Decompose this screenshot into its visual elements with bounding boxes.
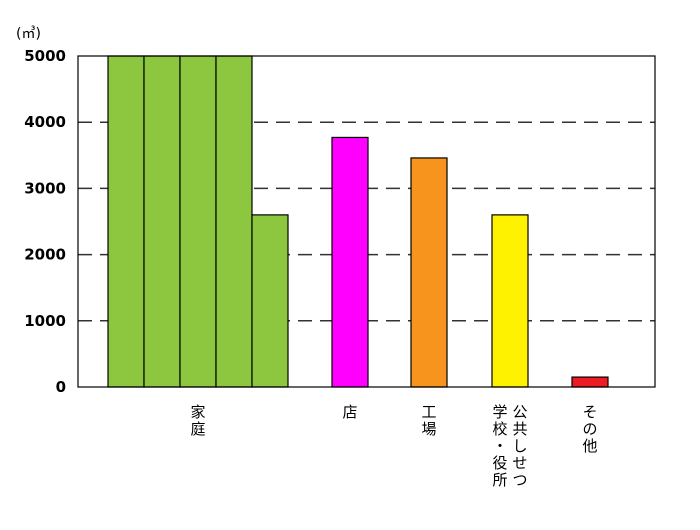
category-label-text: 学校・役所 [492,403,507,489]
y-tick-label: 5000 [24,47,66,65]
category-label-text: 公共しせつ [512,403,527,489]
bar-0-0 [107,55,145,388]
category-label-1: 店 [342,403,357,421]
bars [107,55,609,388]
y-tick-label: 4000 [24,113,66,131]
bar-4-0 [571,376,609,388]
bar-0-2 [179,55,217,388]
y-axis-unit-label: (㎥) [16,26,41,42]
y-axis-ticks: 0 1000 2000 3000 4000 5000 [24,47,66,396]
bar-3-0 [491,214,529,388]
category-label-text: 家庭 [190,403,205,438]
category-label-text: 工場 [421,403,436,438]
bar-2-0 [410,157,448,388]
y-tick-label: 0 [56,378,66,396]
bar-1-0 [331,136,369,388]
bar-0-4 [251,214,289,388]
category-label-text: その他 [582,403,597,455]
bar-0-1 [143,55,181,388]
plot-frame [77,55,656,388]
category-label-text: 店 [342,403,357,421]
y-tick-label: 3000 [24,179,66,197]
y-tick-label: 1000 [24,312,66,330]
bar-0-3 [215,55,253,388]
category-label-2: 工場 [421,403,436,438]
category-label-0: 家庭 [190,403,205,438]
y-tick-label: 2000 [24,246,66,264]
category-label-4: その他 [582,403,597,455]
